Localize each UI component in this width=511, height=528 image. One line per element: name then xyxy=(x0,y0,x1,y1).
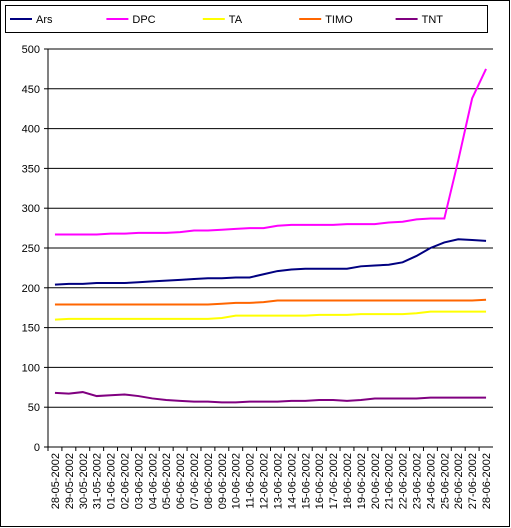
legend-label: TA xyxy=(229,14,243,26)
y-tick-label: 500 xyxy=(22,44,40,56)
series-line xyxy=(54,391,487,404)
x-tick-label: 30-05-2002 xyxy=(78,453,90,509)
y-tick-label: 0 xyxy=(34,442,40,454)
x-tick-label: 21-06-2002 xyxy=(384,453,396,509)
x-tick-label: 19-06-2002 xyxy=(356,453,368,509)
x-tick-label: 26-06-2002 xyxy=(453,453,465,509)
x-tick-label: 17-06-2002 xyxy=(328,453,340,509)
x-tick-label: 10-06-2002 xyxy=(231,453,243,509)
x-tick-label: 13-06-2002 xyxy=(272,453,284,509)
x-tick-label: 28-05-2002 xyxy=(50,453,62,509)
x-tick-label: 05-06-2002 xyxy=(161,453,173,509)
y-tick-label: 450 xyxy=(22,84,40,96)
x-tick-label: 03-06-2002 xyxy=(133,453,145,509)
x-tick-label: 06-06-2002 xyxy=(175,453,187,509)
x-tick-label: 08-06-2002 xyxy=(203,453,215,509)
series-line xyxy=(54,298,487,306)
y-tick-label: 300 xyxy=(22,203,40,215)
x-tick-label: 02-06-2002 xyxy=(119,453,131,509)
x-tick-label: 29-05-2002 xyxy=(64,453,76,509)
x-tick-label: 04-06-2002 xyxy=(147,453,159,509)
x-tick-label: 07-06-2002 xyxy=(189,453,201,509)
y-tick-label: 400 xyxy=(22,124,40,136)
x-tick-label: 28-06-2002 xyxy=(481,453,493,509)
y-tick-label: 50 xyxy=(28,402,40,414)
y-tick-label: 350 xyxy=(22,163,40,175)
x-tick-label: 09-06-2002 xyxy=(217,453,229,509)
x-tick-label: 12-06-2002 xyxy=(259,453,271,509)
x-tick-label: 31-05-2002 xyxy=(92,453,104,509)
legend-label: DPC xyxy=(132,14,155,26)
y-tick-label: 250 xyxy=(22,243,40,255)
x-tick-label: 23-06-2002 xyxy=(412,453,424,509)
x-tick-label: 24-06-2002 xyxy=(425,453,437,509)
x-tick-label: 01-06-2002 xyxy=(106,453,118,509)
x-tick-label: 16-06-2002 xyxy=(314,453,326,509)
series-line xyxy=(54,238,487,286)
legend-label: TNT xyxy=(422,14,444,26)
series-line xyxy=(54,68,487,236)
x-tick-label: 14-06-2002 xyxy=(286,453,298,509)
legend-label: Ars xyxy=(36,14,53,26)
x-tick-label: 11-06-2002 xyxy=(245,453,257,508)
y-tick-label: 200 xyxy=(22,283,40,295)
x-tick-label: 15-06-2002 xyxy=(300,453,312,509)
x-tick-label: 22-06-2002 xyxy=(398,453,410,509)
y-tick-label: 150 xyxy=(22,323,40,335)
legend-label: TIMO xyxy=(325,14,353,26)
x-tick-label: 20-06-2002 xyxy=(370,453,382,509)
y-tick-label: 100 xyxy=(22,362,40,374)
series-line xyxy=(54,310,487,321)
x-tick-label: 25-06-2002 xyxy=(439,453,451,509)
x-tick-label: 27-06-2002 xyxy=(467,453,479,509)
x-tick-label: 18-06-2002 xyxy=(342,453,354,509)
